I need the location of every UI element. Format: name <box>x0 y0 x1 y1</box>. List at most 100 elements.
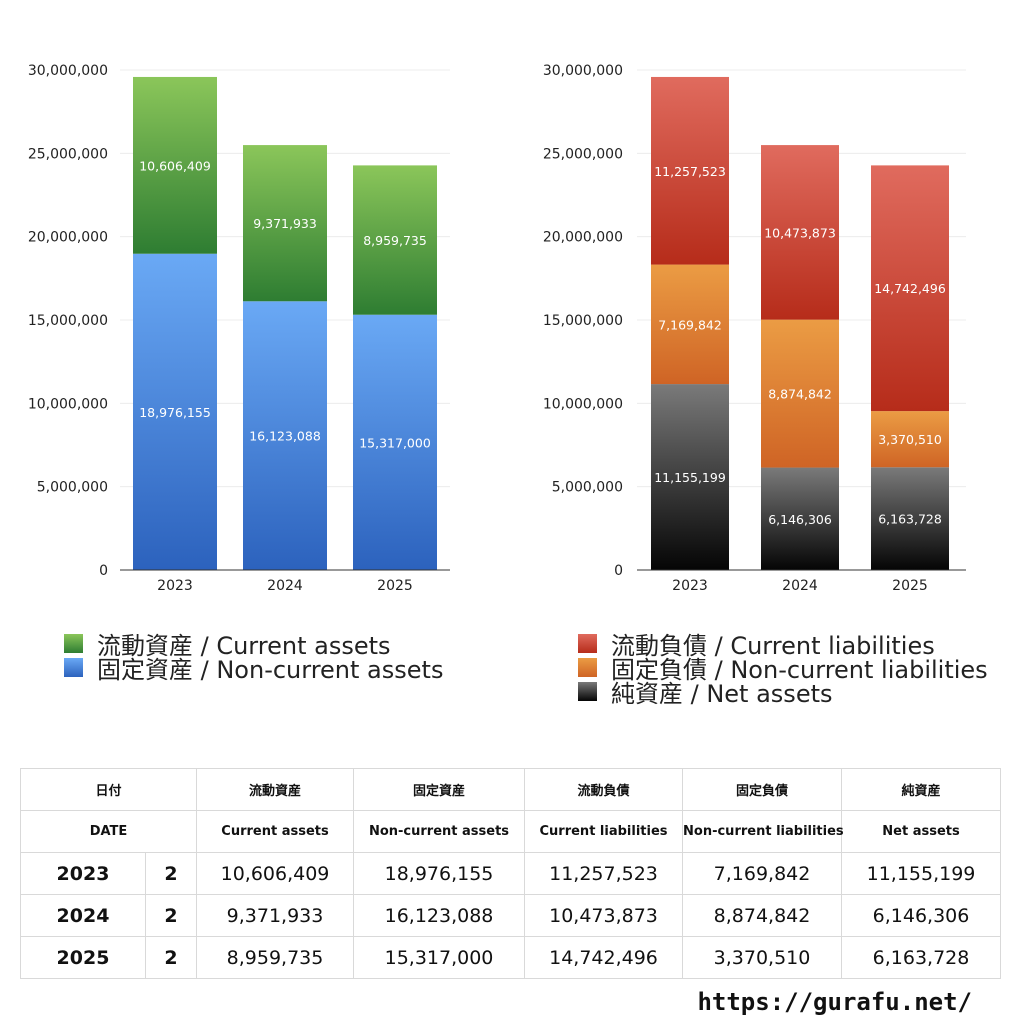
y-tick-label: 25,000,000 <box>28 146 108 162</box>
cell-noncurrent-liabilities: 7,169,842 <box>682 852 843 895</box>
bar-current_liabilities-2024 <box>761 145 839 320</box>
legend-item-current_assets: 流動資産 / Current assets <box>64 631 443 660</box>
data-label: 11,155,199 <box>654 470 726 485</box>
y-tick-label: 30,000,000 <box>543 63 623 79</box>
data-label: 9,371,933 <box>253 216 317 231</box>
y-tick-label: 30,000,000 <box>28 63 108 79</box>
cell-current-liabilities: 11,257,523 <box>524 852 684 895</box>
cell-current-liabilities: 10,473,873 <box>524 894 684 937</box>
table-row: 2025 2 8,959,735 15,317,000 14,742,496 3… <box>20 936 1002 979</box>
y-tick-label: 10,000,000 <box>543 396 623 412</box>
legend-swatch <box>578 633 597 653</box>
header-net-assets-en: Net assets <box>841 810 1002 853</box>
header-current-assets-en: Current assets <box>196 810 355 853</box>
cell-net-assets: 6,163,728 <box>841 936 1002 979</box>
bar-noncurrent_assets-2024 <box>243 301 327 570</box>
bar-current_liabilities-2025 <box>871 165 949 412</box>
data-label: 10,606,409 <box>139 158 211 173</box>
y-tick-label: 5,000,000 <box>552 480 623 496</box>
data-label: 16,123,088 <box>249 429 321 444</box>
cell-noncurrent-liabilities: 8,874,842 <box>682 894 843 937</box>
data-label: 6,146,306 <box>768 512 832 527</box>
data-label: 6,163,728 <box>878 512 942 527</box>
header-date-en: DATE <box>19 810 198 853</box>
table-row: 2024 2 9,371,933 16,123,088 10,473,873 8… <box>20 894 1002 937</box>
cell-current-assets: 10,606,409 <box>196 852 355 895</box>
data-label: 8,874,842 <box>768 387 832 402</box>
data-label: 8,959,735 <box>363 233 427 248</box>
data-label: 15,317,000 <box>359 435 431 450</box>
y-tick-label: 20,000,000 <box>28 230 108 246</box>
bar-noncurrent_liabilities-2024 <box>761 319 839 468</box>
header-noncurrent-liabilities-jp: 固定負債 <box>682 768 843 811</box>
legend-swatch <box>64 657 83 677</box>
x-tick-label: 2023 <box>157 578 193 594</box>
cell-current-assets: 9,371,933 <box>196 894 355 937</box>
chart-assets: 0 5,000,000 10,000,000 15,000,000 20,000,000… <box>28 63 450 594</box>
y-tick-label: 0 <box>99 563 108 579</box>
cell-net-assets: 11,155,199 <box>841 852 1002 895</box>
y-tick-label: 0 <box>614 563 623 579</box>
chart-liabilities: 0 5,000,000 10,000,000 15,000,000 20,000,000… <box>543 63 966 594</box>
cell-noncurrent-assets: 16,123,088 <box>353 894 526 937</box>
row-year: 2024 <box>20 894 146 937</box>
y-tick-label: 25,000,000 <box>543 146 623 162</box>
data-table: 日付 流動資産 固定資産 流動負債 固定負債 純資産 DATE Current … <box>19 768 1002 979</box>
row-year: 2023 <box>20 852 146 895</box>
legend-swatch <box>578 657 597 677</box>
legend-item-net_assets: 純資産 / Net assets <box>578 679 988 708</box>
data-label: 14,742,496 <box>874 281 946 296</box>
bar-current_assets-2025 <box>353 165 437 315</box>
legend-label: 固定負債 / Non-current liabilities <box>611 655 988 684</box>
legend-swatch <box>64 633 83 653</box>
x-tick-label: 2024 <box>267 578 303 594</box>
header-noncurrent-assets-jp: 固定資産 <box>353 768 526 811</box>
bar-noncurrent_assets-2025 <box>353 314 437 570</box>
data-label: 3,370,510 <box>878 432 942 447</box>
bar-current_assets-2024 <box>243 145 327 302</box>
x-tick-label: 2025 <box>377 578 413 594</box>
legend-item-current_liabilities: 流動負債 / Current liabilities <box>578 631 988 660</box>
charts-area: 0 5,000,000 10,000,000 15,000,000 20,000,000… <box>28 63 966 594</box>
cell-noncurrent-liabilities: 3,370,510 <box>682 936 843 979</box>
legend-item-noncurrent_assets: 固定資産 / Non-current assets <box>64 655 443 684</box>
table-header-en: DATE Current assets Non-current assets C… <box>19 810 1002 853</box>
footer-url[interactable]: https://gurafu.net/ <box>697 988 972 1016</box>
row-year: 2025 <box>20 936 146 979</box>
cell-noncurrent-assets: 15,317,000 <box>353 936 526 979</box>
header-current-liabilities-jp: 流動負債 <box>524 768 684 811</box>
header-noncurrent-assets-en: Non-current assets <box>353 810 526 853</box>
row-count: 2 <box>144 936 198 979</box>
header-noncurrent-liabilities-en: Non-current liabilities <box>682 810 844 853</box>
legend-liabilities: 流動負債 / Current liabilities 固定負債 / Non-cur… <box>578 631 988 708</box>
bar-current_assets-2023 <box>133 76 217 254</box>
bar-noncurrent_liabilities-2025 <box>871 411 949 468</box>
data-label: 7,169,842 <box>658 317 722 332</box>
data-label: 11,257,523 <box>654 164 726 179</box>
row-count: 2 <box>144 894 198 937</box>
cell-current-assets: 8,959,735 <box>196 936 355 979</box>
bar-net_assets-2025 <box>871 467 949 570</box>
y-tick-label: 20,000,000 <box>543 230 623 246</box>
header-current-liabilities-en: Current liabilities <box>524 810 684 853</box>
table-header-jp: 日付 流動資産 固定資産 流動負債 固定負債 純資産 <box>19 768 1002 811</box>
x-tick-label: 2025 <box>892 578 928 594</box>
data-label: 18,976,155 <box>139 405 211 420</box>
legend-label: 流動資産 / Current assets <box>97 631 391 660</box>
bar-current_liabilities-2023 <box>651 76 729 265</box>
header-date-jp: 日付 <box>19 768 198 811</box>
header-net-assets-jp: 純資産 <box>841 768 1002 811</box>
data-label: 10,473,873 <box>764 225 836 240</box>
legend-item-noncurrent_liabilities: 固定負債 / Non-current liabilities <box>578 655 988 684</box>
bar-noncurrent_assets-2023 <box>133 253 217 570</box>
y-tick-label: 10,000,000 <box>28 396 108 412</box>
x-tick-label: 2024 <box>782 578 818 594</box>
x-tick-label: 2023 <box>672 578 708 594</box>
cell-net-assets: 6,146,306 <box>841 894 1002 937</box>
bar-noncurrent_liabilities-2023 <box>651 264 729 385</box>
bar-net_assets-2023 <box>651 384 729 570</box>
y-tick-label: 5,000,000 <box>37 480 108 496</box>
header-current-assets-jp: 流動資産 <box>196 768 355 811</box>
cell-noncurrent-assets: 18,976,155 <box>353 852 526 895</box>
cell-current-liabilities: 14,742,496 <box>524 936 684 979</box>
